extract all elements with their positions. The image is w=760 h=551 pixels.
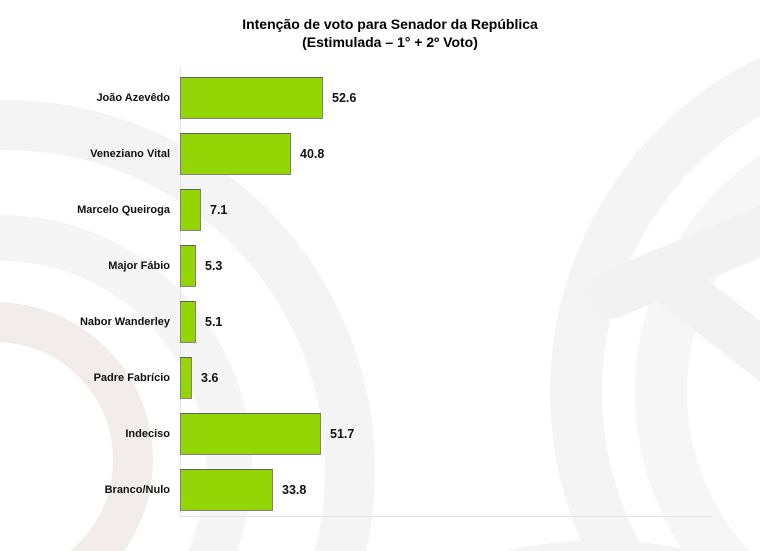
value-label: 33.8: [282, 483, 307, 497]
value-label: 52.6: [332, 91, 357, 105]
bar-area: 5.1: [180, 301, 760, 343]
bar: [180, 413, 321, 455]
category-label: Marcelo Queiroga: [77, 204, 170, 216]
value-label: 5.3: [205, 259, 223, 273]
value-label: 51.7: [330, 427, 355, 441]
value-label: 7.1: [210, 203, 228, 217]
bar-row: Veneziano Vital 40.8: [0, 126, 760, 182]
bar-row: Indeciso 51.7: [0, 406, 760, 462]
bar: [180, 189, 201, 231]
bar: [180, 245, 196, 287]
category-label: Padre Fabrício: [93, 372, 170, 384]
bar-area: 3.6: [180, 357, 760, 399]
chart-title-line2: (Estimulada – 1° + 2º Voto): [302, 34, 478, 51]
bar-row: João Azevêdo 52.6: [0, 70, 760, 126]
bar-row: Branco/Nulo 33.8: [0, 462, 760, 518]
category-label: Veneziano Vital: [90, 148, 170, 160]
category-label: Major Fábio: [108, 260, 170, 272]
bar-area: 5.3: [180, 245, 760, 287]
chart-title-line1: Intenção de voto para Senador da Repúbli…: [242, 16, 538, 32]
bar: [180, 469, 273, 511]
bar-area: 40.8: [180, 133, 760, 175]
bar: [180, 301, 196, 343]
bar: [180, 77, 323, 119]
bar: [180, 133, 291, 175]
x-axis-line: [180, 516, 712, 517]
category-label: João Azevêdo: [96, 92, 170, 104]
bar-row: Marcelo Queiroga 7.1: [0, 182, 760, 238]
category-label: Nabor Wanderley: [79, 316, 170, 328]
bar-row: Padre Fabrício 3.6: [0, 350, 760, 406]
bar-area: 33.8: [180, 469, 760, 511]
bar-area: 7.1: [180, 189, 760, 231]
y-axis-line: [180, 68, 181, 517]
category-label: Branco/Nulo: [104, 484, 170, 496]
bar-area: 51.7: [180, 413, 760, 455]
value-label: 40.8: [300, 147, 325, 161]
category-label: Indeciso: [125, 428, 170, 440]
bar-area: 52.6: [180, 77, 760, 119]
value-label: 3.6: [201, 371, 219, 385]
bar-row: Major Fábio 5.3: [0, 238, 760, 294]
bar-row: Nabor Wanderley 5.1: [0, 294, 760, 350]
plot-rows: João Azevêdo 52.6 Veneziano Vital 40.8 Marce…: [0, 70, 760, 518]
bar: [180, 357, 192, 399]
value-label: 5.1: [205, 315, 223, 329]
chart-title: Intenção de voto para Senador da Repúbli…: [20, 15, 760, 51]
